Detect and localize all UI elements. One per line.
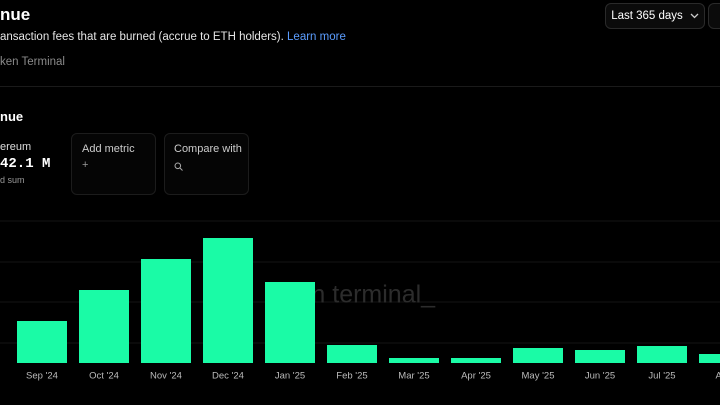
bar bbox=[575, 350, 625, 363]
range-label: Last 365 days bbox=[611, 10, 683, 22]
metric-value: 42.1 M bbox=[0, 156, 51, 172]
learn-more-link[interactable]: Learn more bbox=[287, 31, 346, 43]
x-tick-label: May '25 bbox=[522, 371, 555, 382]
source: ken Terminal bbox=[0, 56, 65, 68]
side-button[interactable] bbox=[708, 3, 720, 29]
bar bbox=[265, 282, 315, 363]
panel-title: nue bbox=[0, 109, 24, 124]
compare-label: Compare with bbox=[174, 143, 242, 155]
x-tick-label: Jun '25 bbox=[585, 371, 615, 382]
x-tick-label: Nov '24 bbox=[150, 371, 182, 382]
bar bbox=[699, 354, 720, 363]
compare-card[interactable]: Compare with bbox=[164, 133, 249, 195]
bar bbox=[637, 346, 687, 363]
x-tick-label: Sep '24 bbox=[26, 371, 58, 382]
bar bbox=[141, 259, 191, 363]
x-tick-label: Feb '25 bbox=[336, 371, 367, 382]
bar bbox=[513, 348, 563, 363]
bar bbox=[451, 358, 501, 363]
description-text: ansaction fees that are burned (accrue t… bbox=[0, 31, 284, 43]
bar bbox=[389, 358, 439, 363]
x-tick-label: Apr '25 bbox=[461, 371, 491, 382]
add-metric-card[interactable]: Add metric + bbox=[71, 133, 156, 195]
x-tick-label: Oct '24 bbox=[89, 371, 119, 382]
x-tick-label: Aug bbox=[716, 371, 720, 382]
x-tick-label: Jul '25 bbox=[648, 371, 675, 382]
bar bbox=[79, 290, 129, 363]
chevron-icon bbox=[690, 13, 699, 19]
x-tick-label: Mar '25 bbox=[398, 371, 429, 382]
metric-name: ereum bbox=[0, 141, 32, 153]
description: ansaction fees that are burned (accrue t… bbox=[0, 31, 346, 43]
page-title: nue bbox=[0, 5, 31, 24]
bar bbox=[327, 345, 377, 363]
bar bbox=[203, 238, 253, 363]
metric-note: d sum bbox=[0, 175, 25, 185]
add-metric-label: Add metric bbox=[82, 143, 135, 155]
x-tick-label: Dec '24 bbox=[212, 371, 244, 382]
search-icon bbox=[174, 162, 183, 171]
range-button[interactable]: Last 365 days bbox=[605, 3, 705, 29]
divider bbox=[0, 86, 720, 87]
add-icon: + bbox=[82, 159, 89, 171]
bar bbox=[17, 321, 67, 363]
x-tick-label: Jan '25 bbox=[275, 371, 305, 382]
